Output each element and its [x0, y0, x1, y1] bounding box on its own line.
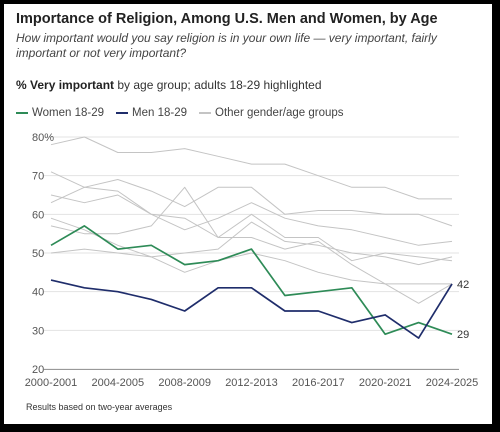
chart-subtitle: How important would you say religion is … — [16, 31, 437, 60]
series-line-other-group — [50, 248, 453, 304]
y-tick-label: 30 — [32, 325, 44, 337]
legend-item-women: Women 18-29 — [16, 107, 104, 119]
series-line-other-group — [50, 186, 452, 285]
legend-swatch-women — [16, 112, 28, 114]
legend-label-women: Women 18-29 — [32, 107, 105, 119]
x-tick-label: 2000-2001 — [25, 377, 78, 389]
chart-title: Importance of Religion, Among U.S. Men a… — [16, 11, 438, 27]
x-tick-label: 2016-2017 — [292, 377, 345, 389]
series-line-other-group — [50, 217, 453, 266]
series-line-women-18-29 — [50, 225, 453, 336]
series-line-men-18-29 — [50, 279, 453, 339]
x-tick-label: 2024-2025 — [426, 377, 479, 389]
series-line-other-group — [50, 186, 453, 262]
series-line-other-group — [50, 194, 453, 246]
legend-label-other: Other gender/age groups — [215, 107, 344, 119]
y-tick-label: 50 — [32, 248, 44, 260]
y-tick-label: 40 — [32, 287, 44, 299]
x-tick-label: 2012-2013 — [225, 377, 278, 389]
y-tick-label: 60 — [32, 209, 44, 221]
legend: Women 18-29 Men 18-29 Other gender/age g… — [16, 107, 356, 119]
series-line-other-group — [50, 171, 453, 227]
measure-description: % Very important by age group; adults 18… — [16, 78, 322, 92]
legend-item-other: Other gender/age groups — [199, 107, 344, 119]
x-tick-label: 2004-2005 — [92, 377, 145, 389]
line-chart: 20 30 40 50 60 70 80% 2000-2001 2004-2005 2008-20… — [25, 132, 479, 389]
end-value-label: 29 — [457, 329, 469, 341]
y-tick-label: 70 — [32, 171, 44, 183]
legend-label-men: Men 18-29 — [132, 107, 188, 119]
y-tick-label: 80% — [32, 132, 54, 144]
chart-frame: Importance of Religion, Among U.S. Men a… — [4, 4, 492, 424]
measure-bold: % Very important — [16, 78, 115, 92]
legend-item-men: Men 18-29 — [116, 107, 187, 119]
legend-swatch-other — [199, 112, 212, 114]
end-value-label: 42 — [457, 279, 469, 291]
measure-rest: by age group; adults 18-29 highlighted — [114, 78, 322, 92]
footnote: Results based on two-year averages — [26, 402, 173, 412]
series-line-other-group — [50, 136, 452, 200]
legend-swatch-men — [116, 112, 129, 114]
x-tick-label: 2008-2009 — [158, 377, 211, 389]
x-tick-label: 2020-2021 — [359, 377, 412, 389]
y-tick-label: 20 — [32, 364, 44, 376]
